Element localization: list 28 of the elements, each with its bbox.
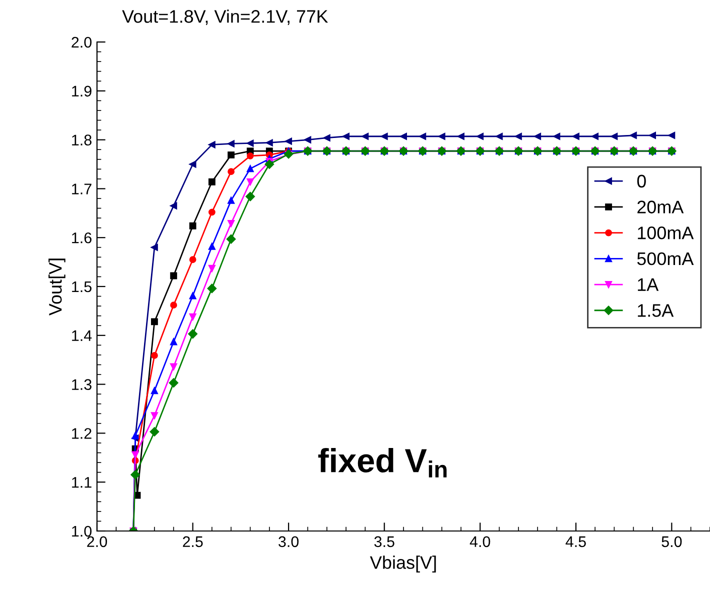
y-tick-label: 1.1 — [72, 477, 92, 488]
y-tick-label: 1.8 — [72, 134, 92, 146]
y-tick-label: 1.6 — [72, 232, 92, 244]
y-axis-title: Vout[V] — [48, 258, 66, 316]
x-axis-title: Vbias[V] — [370, 556, 436, 572]
y-tick-label: 2.0 — [72, 36, 92, 48]
y-tick-label: 1.9 — [72, 86, 92, 97]
y-tick-label: 1.5 — [72, 282, 92, 292]
chart-title: Vout=1.8V, Vin=2.1V, 77K — [122, 10, 328, 25]
annotation: fixed V$_{in}$ — [318, 448, 447, 478]
x-tick-label: 3.5 — [374, 536, 394, 548]
legend-label: 20mA — [637, 200, 684, 214]
y-tick-label: 1.7 — [72, 184, 92, 194]
y-tick-label: 1.3 — [72, 379, 92, 390]
y-tick-label: 1.4 — [72, 330, 92, 341]
legend-label: 100mA — [638, 226, 694, 240]
legend-label: 0 — [637, 174, 646, 188]
x-tick-label: 3.0 — [278, 536, 299, 548]
x-tick-label: 4.0 — [470, 536, 490, 548]
x-tick-label: 2.5 — [182, 536, 203, 548]
x-tick-label: 2.0 — [87, 536, 108, 548]
x-tick-label: 4.5 — [566, 536, 586, 548]
x-tick-label: 5.0 — [662, 536, 682, 548]
y-tick-label: 1.0 — [72, 526, 92, 537]
legend-label: 500mA — [637, 252, 694, 266]
legend-label: 1A — [638, 278, 659, 291]
y-tick-label: 1.2 — [72, 428, 92, 439]
legend-label: 1.5A — [638, 304, 674, 317]
